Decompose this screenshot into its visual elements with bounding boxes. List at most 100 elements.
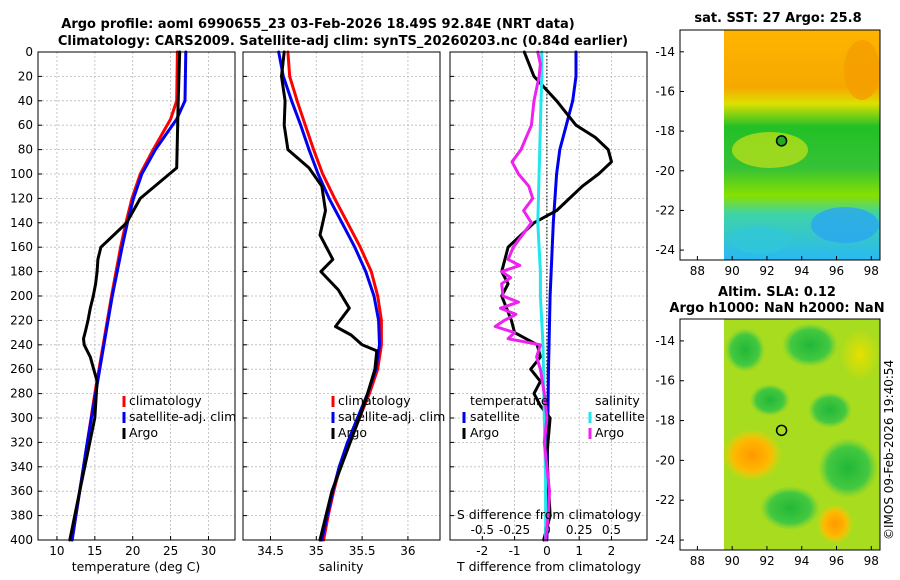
- x-tick-label: 35: [309, 544, 324, 558]
- depth-tick-label: 200: [10, 289, 33, 303]
- x-tick-label: 15: [87, 544, 102, 558]
- depth-tick-label: 160: [10, 240, 33, 254]
- lat-tick-label: -20: [655, 164, 675, 178]
- x-tick-label: 36: [400, 544, 415, 558]
- sla-low-5: [818, 438, 878, 498]
- depth-tick-label: 400: [10, 533, 33, 547]
- lat-tick-label: -16: [655, 374, 675, 388]
- lat-tick-label: -24: [655, 533, 675, 547]
- legend-label-t-satellite: satellite: [470, 409, 520, 424]
- legend-label-climatology: climatology: [129, 393, 202, 408]
- lat-tick-label: -22: [655, 493, 675, 507]
- lon-tick-label: 94: [794, 554, 809, 568]
- legend-label-s-argo: Argo: [595, 425, 624, 440]
- salinity-legend: climatology satellite-adj. clim Argo: [331, 393, 445, 440]
- lon-tick-label: 90: [725, 264, 740, 278]
- lat-tick-label: -22: [655, 203, 675, 217]
- depth-tick-label: 260: [10, 362, 33, 376]
- depth-tick-label: 180: [10, 265, 33, 279]
- x-tick-label: 25: [163, 544, 178, 558]
- series-satellite-adj-clim: [277, 50, 381, 542]
- temperature-legend: climatology satellite-adj. clim Argo: [122, 393, 236, 440]
- depth-tick-label: 100: [10, 167, 33, 181]
- lon-tick-label: 98: [864, 554, 879, 568]
- series-satellite-adj-clim: [70, 50, 188, 542]
- lat-tick-label: -14: [655, 45, 675, 59]
- sla-high-1: [722, 429, 782, 481]
- legend-header-salinity: salinity: [595, 393, 640, 408]
- lon-tick-label: 96: [829, 264, 844, 278]
- difference-profile-panel: -2 -1 0 1 2-0.5 -0.25 0 0.25 0.5: [449, 50, 648, 558]
- argo-float-marker: [775, 135, 788, 147]
- sst-warm-tongue: [732, 132, 808, 168]
- sla-map-land-blank: [680, 319, 724, 550]
- x2-tick-label: -0.25: [499, 523, 530, 537]
- x-tick-label: 1: [575, 544, 583, 558]
- depth-tick-label: 220: [10, 313, 33, 327]
- legend-label-satellite: satellite-adj. clim: [338, 409, 445, 424]
- legend-label-t-argo: Argo: [470, 425, 499, 440]
- sla-high-2: [817, 504, 853, 544]
- sst-map-land-blank: [680, 30, 724, 260]
- lat-tick-label: -18: [655, 414, 675, 428]
- sst-map-frame: [679, 29, 881, 261]
- depth-tick-label: 20: [18, 69, 33, 83]
- sla-low-3: [750, 384, 790, 416]
- sst-cold-patch: [811, 207, 879, 243]
- legend-label-climatology: climatology: [338, 393, 411, 408]
- x-tick-label: 0: [543, 544, 551, 558]
- temperature-profile-panel: 0 20 40 60 80 100 120 140 160 180 200 220 240 260 280 3…: [10, 45, 236, 558]
- sst-map-axes: 88 90 92 94 96 98 -14 -16 -18 -20 -22 -24: [655, 45, 879, 278]
- x-tick-label: 20: [125, 544, 140, 558]
- lat-tick-label: -18: [655, 124, 675, 138]
- sla-high-3: [840, 329, 880, 381]
- lon-tick-label: 92: [759, 554, 774, 568]
- lon-tick-label: 96: [829, 554, 844, 568]
- lat-tick-label: -14: [655, 334, 675, 348]
- lon-tick-label: 98: [864, 264, 879, 278]
- legend-label-argo: Argo: [338, 425, 367, 440]
- series-argo: [68, 50, 182, 542]
- x-tick-label: 10: [49, 544, 64, 558]
- panel-frame: [449, 51, 648, 541]
- sla-low-1: [725, 328, 765, 372]
- series-argo: [280, 50, 379, 542]
- sla-low-6: [760, 486, 820, 530]
- t-difference-xlabel: T difference from climatology: [456, 559, 642, 574]
- sla-map-axes: 88 90 92 94 96 98 -14 -16 -18 -20 -22 -24: [655, 334, 879, 568]
- depth-tick-label: 300: [10, 411, 33, 425]
- figure-title-line2: Climatology: CARS2009. Satellite-adj cli…: [58, 34, 628, 49]
- x-tick-label: 2: [608, 544, 616, 558]
- panel-frame: [37, 51, 236, 541]
- salinity-xlabel: salinity: [319, 559, 364, 574]
- series-t-argo: [500, 50, 613, 542]
- s-difference-xlabel: S difference from climatology: [457, 507, 642, 522]
- depth-tick-label: 60: [18, 118, 33, 132]
- legend-label-satellite: satellite-adj. clim: [129, 409, 236, 424]
- series-t-satellite: [545, 50, 578, 542]
- depth-tick-label: 80: [18, 143, 33, 157]
- x2-tick-label: 0.5: [602, 523, 621, 537]
- legend-label-argo: Argo: [129, 425, 158, 440]
- x-tick-label: 34.5: [257, 544, 284, 558]
- x-tick-label: 35.5: [349, 544, 376, 558]
- temperature-xlabel: temperature (deg C): [72, 559, 201, 574]
- x-tick-label: -1: [509, 544, 521, 558]
- lon-tick-label: 90: [725, 554, 740, 568]
- sla-map-title-line1: Altim. SLA: 0.12: [718, 285, 836, 300]
- sla-low-4: [808, 392, 852, 428]
- difference-legend: temperature salinity satellite Argo sate…: [462, 393, 645, 440]
- sst-warm-patch: [844, 40, 880, 100]
- lon-tick-label: 88: [690, 264, 705, 278]
- depth-tick-label: 0: [25, 45, 33, 59]
- lon-tick-label: 92: [759, 264, 774, 278]
- panel-frame: [242, 51, 441, 541]
- series-s-argo: [493, 50, 551, 542]
- legend-label-s-satellite: satellite: [595, 409, 645, 424]
- sst-map: 88 90 92 94 96 98 -14 -16 -18 -20 -22 -24: [655, 29, 881, 278]
- depth-tick-label: 240: [10, 338, 33, 352]
- depth-tick-label: 280: [10, 387, 33, 401]
- depth-tick-label: 360: [10, 484, 33, 498]
- sla-map-frame: [679, 318, 881, 551]
